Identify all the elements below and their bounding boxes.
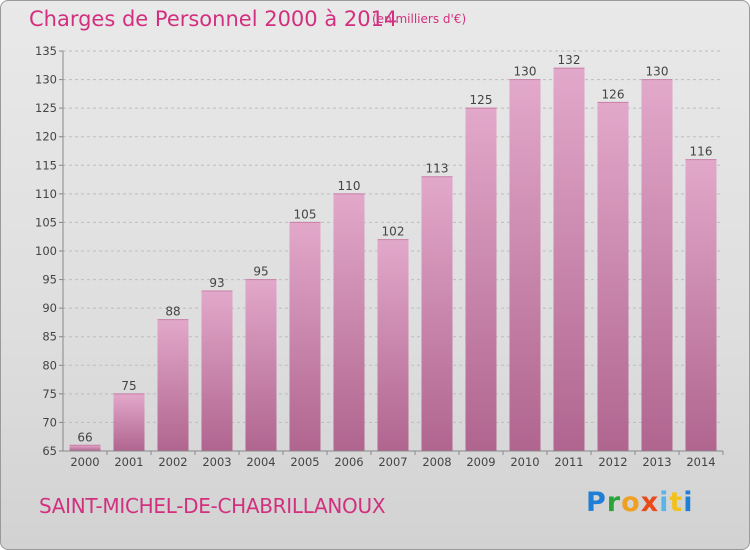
x-tick-label: 2005 (290, 455, 319, 469)
bar (685, 159, 717, 452)
y-tick-label: 110 (35, 187, 57, 201)
bar (597, 102, 629, 451)
bar (157, 319, 189, 451)
data-label: 105 (294, 207, 317, 221)
bar (245, 279, 277, 451)
x-tick-label: 2000 (70, 455, 99, 469)
bar (201, 291, 233, 451)
bar (509, 79, 541, 452)
x-tick-label: 2001 (114, 455, 143, 469)
bar (553, 68, 585, 452)
data-label: 93 (209, 276, 224, 290)
data-label: 113 (426, 162, 449, 176)
proxiti-logo: Proxiti (586, 487, 694, 518)
bar (113, 393, 145, 451)
chart-title: Charges de Personnel 2000 à 2014 (29, 7, 398, 31)
data-labels: 66 75 88 93 95 105 110 102 113 125 130 132 126 130 116 (77, 53, 712, 444)
bar (421, 176, 453, 451)
x-tick-label: 2014 (686, 455, 715, 469)
x-tick-label: 2007 (378, 455, 407, 469)
x-tick-labels: 2000 2001 2002 2003 2004 2005 2006 2007 2008 2009… (70, 455, 715, 469)
y-tick-label: 115 (35, 158, 57, 172)
data-label: 116 (690, 145, 713, 159)
y-tick-label: 120 (35, 130, 57, 144)
axes (62, 51, 724, 455)
y-tick-label: 70 (42, 415, 57, 429)
x-tick-label: 2009 (466, 455, 495, 469)
data-label: 110 (338, 179, 361, 193)
bars (69, 67, 717, 452)
y-tick-label: 65 (42, 444, 57, 458)
y-tick-label: 95 (42, 273, 57, 287)
x-tick-label: 2002 (158, 455, 187, 469)
data-label: 126 (602, 87, 625, 101)
data-label: 66 (77, 430, 92, 444)
data-label: 132 (558, 53, 581, 67)
data-label: 95 (253, 265, 268, 279)
x-tick-label: 2003 (202, 455, 231, 469)
data-label: 102 (382, 225, 405, 239)
y-tick-label: 100 (35, 244, 57, 258)
data-label: 130 (514, 65, 537, 79)
y-tick-label: 125 (35, 101, 57, 115)
y-tick-label: 105 (35, 215, 57, 229)
y-tick-label: 135 (35, 44, 57, 58)
y-tick-labels: 65 70 75 80 85 90 95 100 105 110 115 120 125 130 135 (35, 44, 57, 458)
x-tick-label: 2013 (642, 455, 671, 469)
y-tick-label: 90 (42, 301, 57, 315)
chart-subtitle: (en milliers d'€) (372, 12, 467, 26)
x-tick-label: 2008 (422, 455, 451, 469)
data-label: 125 (470, 93, 493, 107)
x-tick-label: 2006 (334, 455, 363, 469)
data-label: 130 (646, 65, 669, 79)
x-tick-label: 2011 (554, 455, 583, 469)
bar (641, 79, 673, 452)
bar (465, 108, 497, 452)
x-tick-label: 2010 (510, 455, 539, 469)
bar (333, 193, 365, 451)
x-tick-label: 2012 (598, 455, 627, 469)
x-tick-label: 2004 (246, 455, 275, 469)
bar (289, 222, 321, 451)
y-tick-label: 75 (42, 387, 57, 401)
bar (69, 445, 101, 451)
data-label: 75 (121, 379, 136, 393)
y-tick-label: 85 (42, 330, 57, 344)
y-tick-label: 130 (35, 73, 57, 87)
location-name: SAINT-MICHEL-DE-CHABRILLANOUX (39, 494, 386, 518)
y-tick-label: 80 (42, 358, 57, 372)
bar (377, 239, 409, 451)
data-label: 88 (165, 305, 180, 319)
